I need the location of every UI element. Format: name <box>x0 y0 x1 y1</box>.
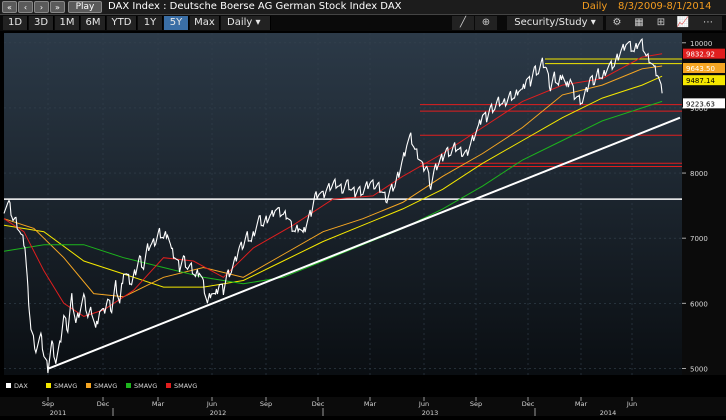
period-3d-button[interactable]: 3D <box>29 16 54 30</box>
zoom-in-icon[interactable]: ⊞ <box>650 16 672 30</box>
year-label: 2012 <box>210 409 227 416</box>
value-label-box <box>683 75 725 86</box>
trend-line <box>48 116 681 370</box>
y-tick-label: 9000 <box>690 105 708 113</box>
rewind-icon[interactable]: « <box>2 1 17 13</box>
table-icon[interactable]: ▦ <box>628 16 650 30</box>
dax-price-line <box>3 37 663 374</box>
value-label-box <box>683 48 725 59</box>
x-tick-label: Jun <box>626 400 637 408</box>
legend-swatch <box>46 383 51 388</box>
y-axis-panel <box>682 33 726 375</box>
step-back-icon[interactable]: ‹ <box>18 1 33 13</box>
period-max-button[interactable]: Max <box>190 16 220 30</box>
value-label: 9832.92 <box>686 51 715 59</box>
y-tick-label: 8000 <box>690 170 708 178</box>
security-study-button[interactable]: Security/Study ▾ <box>507 16 603 30</box>
x-tick-label: Mar <box>152 400 165 408</box>
period-5y-button[interactable]: 5Y <box>164 16 189 30</box>
chevron-down-icon: ▾ <box>590 17 596 28</box>
year-label: 2014 <box>600 409 617 416</box>
period-6m-button[interactable]: 6M <box>81 16 106 30</box>
y-tick-label: 7000 <box>690 235 708 243</box>
period-1d-button[interactable]: 1D <box>3 16 28 30</box>
more-options-icon[interactable]: ⋯ <box>694 16 722 30</box>
legend-label: SMAVG <box>134 382 157 390</box>
x-tick-label: Sep <box>260 400 272 408</box>
fast-forward-icon[interactable]: » <box>50 1 65 13</box>
chart-title: DAX Index : Deutsche Boerse AG German St… <box>108 1 402 12</box>
legend-label: SMAVG <box>94 382 117 390</box>
legend-swatch <box>6 383 11 388</box>
date-range-label: 8/3/2009-8/1/2014 <box>618 1 712 12</box>
chart-area: 5000 6000 7000 8000 9000 10000 9832.92 9643.50… <box>0 31 726 417</box>
x-tick-label: Jun <box>418 400 429 408</box>
plot-background <box>4 33 682 375</box>
period-1m-button[interactable]: 1M <box>55 16 80 30</box>
legend-swatch <box>86 383 91 388</box>
y-tick-label: 5000 <box>690 365 708 373</box>
draw-line-icon[interactable]: ╱ <box>452 16 474 30</box>
y-tick-label: 10000 <box>690 40 712 48</box>
dax-chart: 5000 6000 7000 8000 9000 10000 9832.92 9643.50… <box>0 33 726 417</box>
play-button[interactable]: Play <box>68 1 102 13</box>
step-forward-icon[interactable]: › <box>34 1 49 13</box>
value-label: 9643.50 <box>686 65 715 73</box>
value-label-box <box>683 62 725 73</box>
year-label: 2013 <box>422 409 439 416</box>
value-label-box <box>683 98 725 109</box>
frequency-label: Daily <box>582 1 608 12</box>
year-label: 2011 <box>50 409 67 416</box>
chart-type-icon[interactable]: 📈 <box>672 16 694 30</box>
x-tick-label: Mar <box>364 400 377 408</box>
legend-label: DAX <box>14 382 28 390</box>
settings-icon[interactable]: ⚙ <box>606 16 628 30</box>
x-tick-label: Dec <box>522 400 535 408</box>
x-tick-label: Dec <box>312 400 325 408</box>
y-tick-label: 6000 <box>690 300 708 308</box>
moving-average-line <box>3 75 663 288</box>
top-bar: « ‹ › » Play DAX Index : Deutsche Boerse… <box>0 0 726 15</box>
legend-label: SMAVG <box>54 382 77 390</box>
security-study-label: Security/Study <box>514 17 588 28</box>
legend-label: SMAVG <box>174 382 197 390</box>
period-1y-button[interactable]: 1Y <box>138 16 163 30</box>
x-tick-label: Jun <box>206 400 217 408</box>
chevron-down-icon: ▾ <box>255 17 261 28</box>
x-tick-label: Sep <box>42 400 54 408</box>
x-tick-label: Mar <box>575 400 588 408</box>
x-axis-panel <box>0 397 726 416</box>
legend-swatch <box>166 383 171 388</box>
x-tick-label: Dec <box>97 400 110 408</box>
legend-swatch <box>126 383 131 388</box>
value-label: 9487.14 <box>686 77 715 85</box>
period-ytd-button[interactable]: YTD <box>107 16 137 30</box>
interval-dropdown[interactable]: Daily ▾ <box>221 16 271 30</box>
interval-label: Daily <box>227 17 253 28</box>
moving-average-line <box>3 100 663 285</box>
value-label: 9223.63 <box>686 100 715 108</box>
zoom-icon[interactable]: ⊕ <box>475 16 497 30</box>
x-tick-label: Sep <box>470 400 482 408</box>
period-toolbar: 1D 3D 1M 6M YTD 1Y 5Y Max Daily ▾ ╱ ⊕ Se… <box>0 15 726 31</box>
moving-average-line <box>3 53 663 317</box>
moving-average-line <box>3 65 663 298</box>
